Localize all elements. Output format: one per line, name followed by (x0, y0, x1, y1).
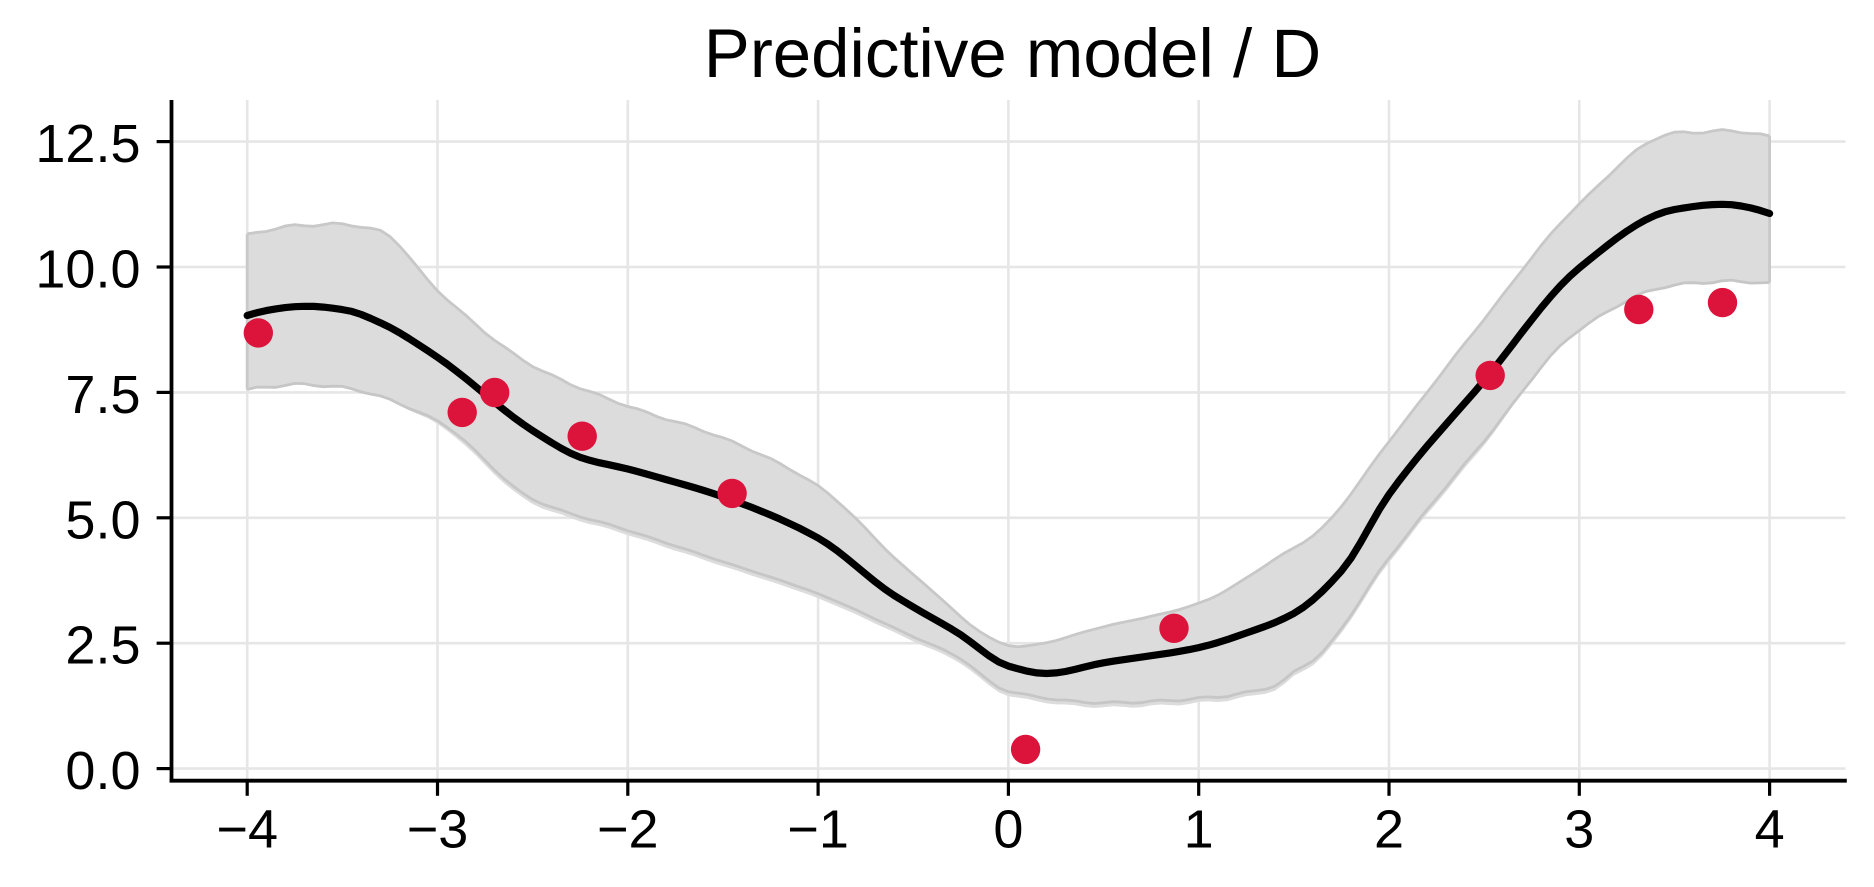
svg-text:2.5: 2.5 (65, 616, 140, 676)
svg-text:0: 0 (993, 800, 1023, 860)
svg-text:10.0: 10.0 (35, 240, 140, 300)
svg-text:3: 3 (1564, 800, 1594, 860)
svg-text:5.0: 5.0 (65, 490, 140, 550)
svg-text:0.0: 0.0 (65, 741, 140, 801)
svg-text:4: 4 (1755, 800, 1785, 860)
svg-text:−2: −2 (597, 800, 659, 860)
svg-text:−1: −1 (787, 800, 849, 860)
svg-text:1: 1 (1184, 800, 1214, 860)
svg-text:−3: −3 (407, 800, 469, 860)
svg-text:−4: −4 (216, 800, 278, 860)
svg-text:12.5: 12.5 (35, 114, 140, 174)
svg-text:2: 2 (1374, 800, 1404, 860)
svg-text:Predictive model / D: Predictive model / D (704, 15, 1321, 92)
svg-text:7.5: 7.5 (65, 365, 140, 425)
